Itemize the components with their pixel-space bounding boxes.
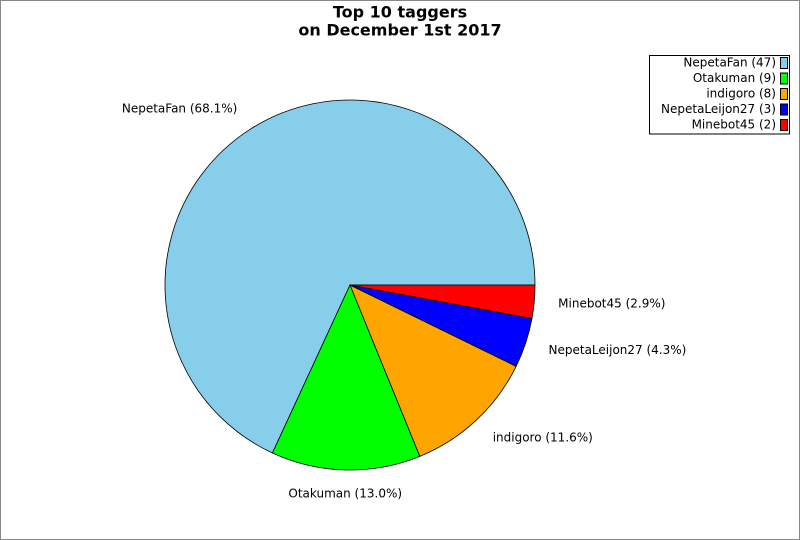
slice-label: indigoro (11.6%) (493, 430, 593, 444)
legend-swatch (780, 57, 788, 69)
slice-label: Otakuman (13.0%) (288, 486, 402, 500)
legend-label: indigoro (8) (706, 87, 776, 101)
legend-swatch (780, 72, 788, 85)
legend-box (649, 55, 790, 135)
pie-slice (164, 99, 536, 454)
legend-swatch (780, 88, 788, 100)
slice-label: NepetaLeijon27 (4.3%) (549, 343, 687, 357)
slice-label: Minebot45 (2.9%) (558, 297, 665, 311)
legend-label: NepetaFan (47) (683, 56, 776, 70)
pie-slice (349, 284, 517, 457)
legend-label: Minebot45 (2) (692, 118, 776, 132)
legend-swatch (780, 119, 788, 131)
slice-label: NepetaFan (68.1%) (122, 101, 237, 115)
chart-title: Top 10 taggers (333, 3, 467, 22)
pie-slice (271, 283, 421, 471)
chart-subtitle: on December 1st 2017 (298, 21, 501, 40)
legend-label: NepetaLeijon27 (3) (661, 102, 776, 116)
legend-label: Otakuman (9) (693, 71, 776, 85)
legend-swatch (780, 103, 788, 116)
pie-slice (349, 284, 536, 319)
